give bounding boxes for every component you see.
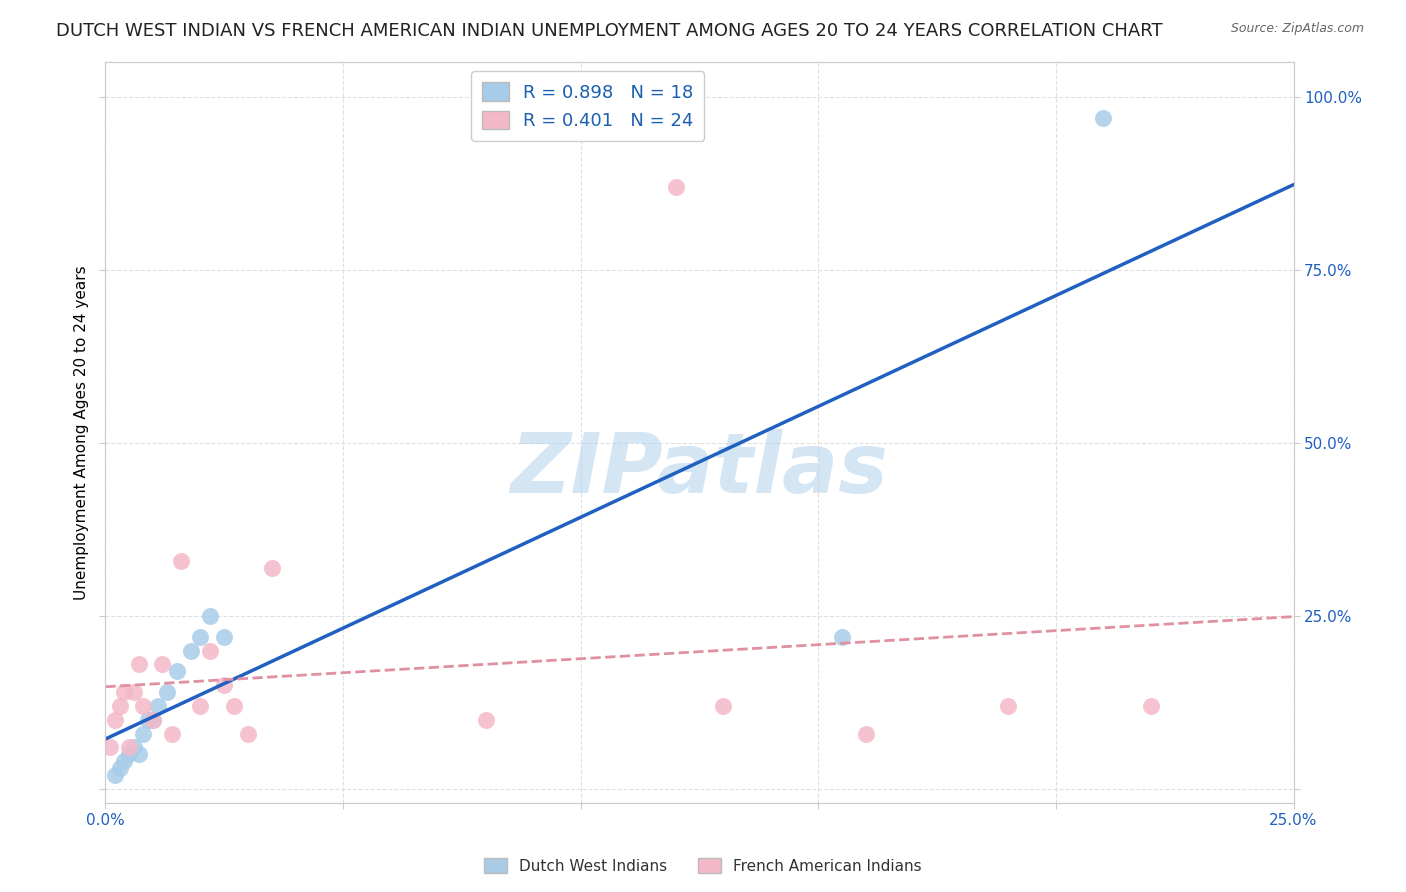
Point bbox=[180, 643, 202, 657]
Point bbox=[236, 726, 259, 740]
Y-axis label: Unemployment Among Ages 20 to 24 years: Unemployment Among Ages 20 to 24 years bbox=[75, 265, 90, 600]
Point bbox=[711, 698, 734, 713]
Point bbox=[222, 698, 245, 713]
Point bbox=[146, 698, 169, 713]
Point bbox=[170, 554, 193, 568]
Point bbox=[198, 643, 221, 657]
Point bbox=[108, 761, 131, 775]
Point bbox=[156, 685, 179, 699]
Point bbox=[118, 747, 141, 762]
Point bbox=[1092, 111, 1115, 125]
Point bbox=[132, 698, 155, 713]
Point bbox=[855, 726, 877, 740]
Point bbox=[1140, 698, 1163, 713]
Point bbox=[190, 630, 212, 644]
Point bbox=[142, 713, 165, 727]
Point bbox=[198, 609, 221, 624]
Point bbox=[118, 740, 141, 755]
Point bbox=[128, 747, 150, 762]
Text: DUTCH WEST INDIAN VS FRENCH AMERICAN INDIAN UNEMPLOYMENT AMONG AGES 20 TO 24 YEA: DUTCH WEST INDIAN VS FRENCH AMERICAN IND… bbox=[56, 22, 1163, 40]
Point bbox=[114, 754, 136, 768]
Point bbox=[132, 726, 155, 740]
Point bbox=[108, 698, 131, 713]
Point bbox=[831, 630, 853, 644]
Point bbox=[260, 560, 283, 574]
Text: Source: ZipAtlas.com: Source: ZipAtlas.com bbox=[1230, 22, 1364, 36]
Point bbox=[190, 698, 212, 713]
Point bbox=[122, 740, 145, 755]
Point bbox=[98, 740, 121, 755]
Legend: Dutch West Indians, French American Indians: Dutch West Indians, French American Indi… bbox=[478, 852, 928, 880]
Point bbox=[214, 630, 236, 644]
Point bbox=[128, 657, 150, 672]
Point bbox=[997, 698, 1019, 713]
Legend: R = 0.898   N = 18, R = 0.401   N = 24: R = 0.898 N = 18, R = 0.401 N = 24 bbox=[471, 71, 704, 141]
Point bbox=[166, 665, 188, 679]
Point bbox=[122, 685, 145, 699]
Point bbox=[214, 678, 236, 692]
Point bbox=[152, 657, 174, 672]
Point bbox=[114, 685, 136, 699]
Point bbox=[104, 768, 127, 782]
Point bbox=[136, 713, 159, 727]
Point bbox=[104, 713, 127, 727]
Point bbox=[665, 180, 688, 194]
Text: ZIPatlas: ZIPatlas bbox=[510, 429, 889, 510]
Point bbox=[474, 713, 496, 727]
Point bbox=[160, 726, 183, 740]
Point bbox=[142, 713, 165, 727]
